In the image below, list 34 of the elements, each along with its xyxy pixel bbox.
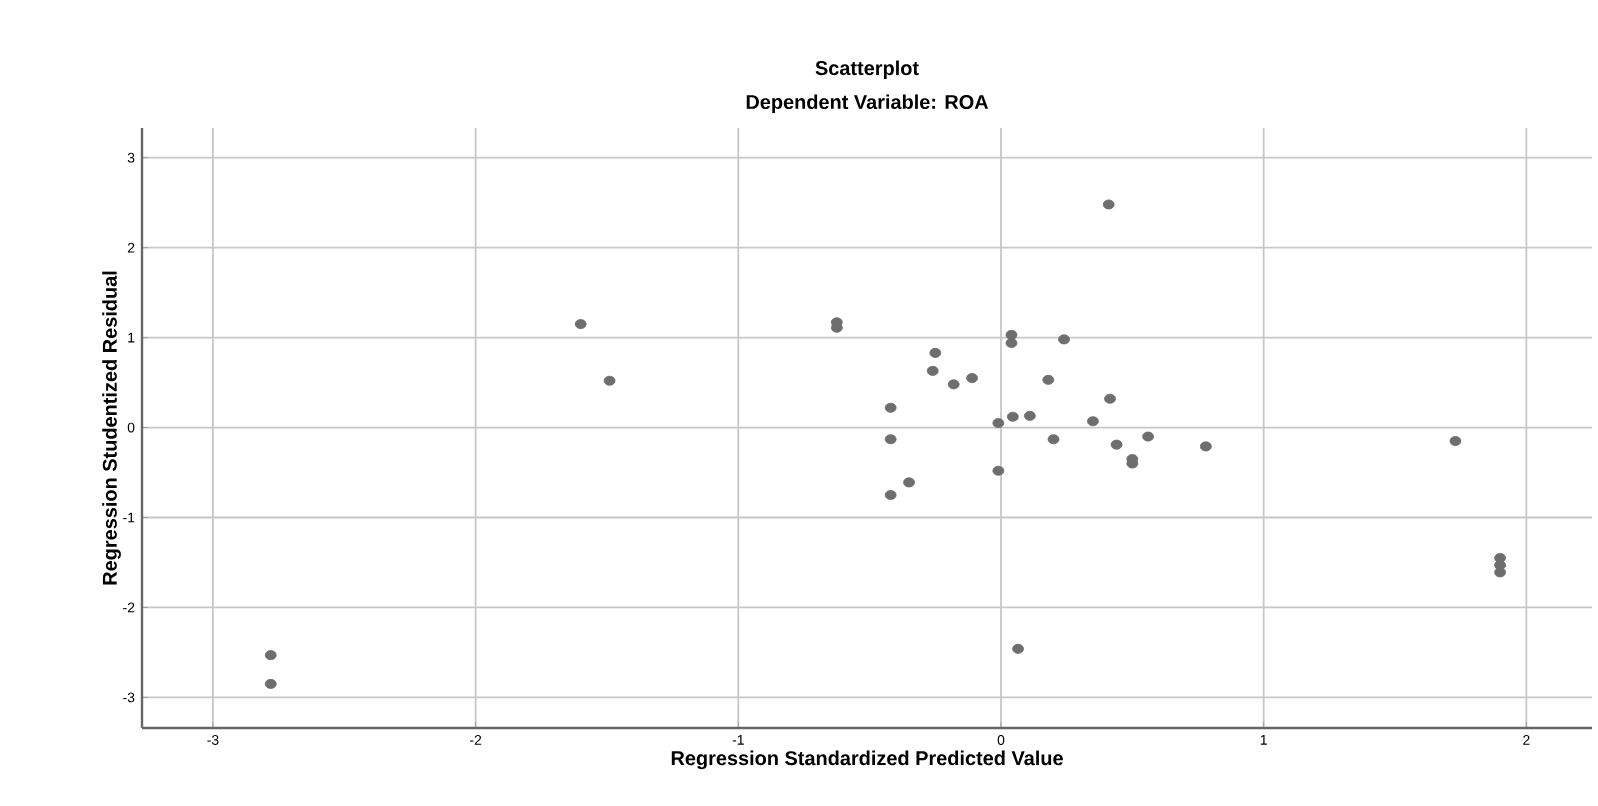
point [1006, 411, 1019, 422]
point [884, 434, 897, 445]
point [1005, 329, 1018, 340]
point [1142, 431, 1154, 442]
point [929, 347, 942, 358]
point [1058, 334, 1070, 345]
point [1199, 441, 1212, 452]
point [992, 418, 1005, 429]
point [1449, 436, 1462, 447]
point [264, 678, 277, 689]
point [574, 319, 587, 330]
point [947, 379, 960, 390]
point [903, 477, 915, 488]
point [1047, 434, 1060, 445]
x-axis-title: Regression Standardized Predicted Value [671, 750, 1063, 770]
point [1494, 567, 1506, 578]
point [926, 365, 939, 376]
chart-subtitle: Dependent Variable: ROA [746, 94, 989, 113]
point [1042, 374, 1055, 385]
point [1005, 338, 1018, 348]
point [603, 375, 616, 386]
point [966, 373, 978, 384]
point [264, 650, 277, 661]
point [992, 465, 1005, 476]
point [1110, 439, 1123, 450]
point [884, 490, 897, 500]
chart-title: Scatterplot [815, 60, 919, 80]
point [1087, 416, 1099, 427]
point [1012, 643, 1024, 654]
point [1023, 410, 1036, 421]
point [884, 402, 897, 413]
y-axis-title: Regression Studentized Residual [102, 271, 121, 585]
point [1104, 393, 1116, 404]
point [1102, 199, 1115, 210]
